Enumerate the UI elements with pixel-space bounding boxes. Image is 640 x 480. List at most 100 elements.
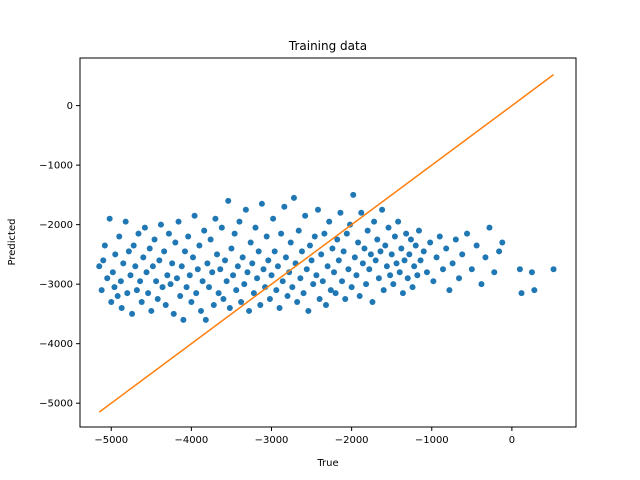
scatter-point — [423, 269, 430, 276]
scatter-point — [260, 266, 267, 273]
scatter-point — [210, 301, 217, 308]
scatter-point — [206, 284, 213, 291]
scatter-point — [118, 304, 125, 311]
y-tick-label: 0 — [67, 101, 73, 112]
scatter-point — [246, 307, 253, 314]
scatter-point — [516, 266, 523, 273]
scatter-point — [318, 251, 325, 258]
scatter-point — [236, 218, 243, 225]
scatter-point — [207, 236, 214, 243]
scatter-point — [149, 263, 156, 270]
scatter-point — [217, 266, 224, 273]
scatter-point — [181, 248, 188, 255]
scatter-point — [306, 242, 313, 249]
scatter-point — [133, 287, 140, 294]
scatter-point — [297, 275, 304, 282]
scatter-point — [271, 248, 278, 255]
scatter-point — [249, 260, 256, 267]
scatter-point — [295, 227, 302, 234]
scatter-point — [478, 281, 485, 288]
scatter-point — [189, 254, 196, 261]
scatter-point — [303, 266, 310, 273]
scatter-point — [140, 254, 147, 261]
scatter-point — [104, 275, 111, 282]
scatter-point — [114, 293, 121, 300]
scatter-point — [379, 206, 386, 213]
scatter-point — [395, 218, 402, 225]
scatter-point — [430, 278, 437, 285]
scatter-point — [326, 218, 333, 225]
scatter-point — [528, 269, 535, 276]
scatter-point — [417, 257, 424, 264]
scatter-point — [270, 215, 277, 222]
scatter-point — [241, 281, 248, 288]
scatter-point — [159, 284, 166, 291]
scatter-point — [361, 245, 368, 252]
scatter-point — [311, 233, 318, 240]
y-tick-label: −5000 — [39, 399, 73, 410]
scatter-point — [420, 248, 427, 255]
scatter-point — [300, 290, 307, 297]
scatter-point — [443, 245, 450, 252]
chart-title: Training data — [288, 39, 367, 53]
scatter-point — [116, 233, 123, 240]
scatter-point — [112, 251, 119, 258]
scatter-point — [433, 254, 440, 261]
scatter-point — [151, 236, 158, 243]
scatter-point — [193, 290, 200, 297]
scatter-point — [153, 278, 160, 285]
x-tick-label: −2000 — [335, 435, 369, 446]
scatter-point — [327, 287, 334, 294]
scatter-point — [404, 275, 411, 282]
scatter-point — [339, 278, 346, 285]
y-tick-label: −3000 — [39, 280, 73, 291]
scatter-point — [223, 278, 230, 285]
scatter-point — [250, 290, 257, 297]
scatter-point — [254, 275, 261, 282]
axes-frame — [79, 57, 577, 428]
scatter-point — [290, 194, 297, 201]
scatter-point — [244, 269, 251, 276]
scatter-point — [148, 307, 155, 314]
scatter-point — [337, 209, 344, 216]
scatter-point — [242, 206, 249, 213]
scatter-point — [209, 269, 216, 276]
plot-area — [96, 74, 557, 413]
scatter-point — [496, 248, 503, 255]
scatter-point — [387, 272, 394, 279]
scatter-point — [401, 257, 408, 264]
scatter-point — [214, 251, 221, 258]
x-tick-label: −1000 — [415, 435, 449, 446]
scatter-point — [122, 218, 129, 225]
scatter-point — [178, 263, 185, 270]
scatter-point — [305, 307, 312, 314]
scatter-point — [137, 278, 144, 285]
scatter-point — [220, 296, 227, 303]
scatter-point — [228, 245, 235, 252]
scatter-point — [173, 275, 180, 282]
scatter-point — [130, 242, 137, 249]
scatter-point — [353, 272, 360, 279]
scatter-point — [439, 266, 446, 273]
scatter-point — [446, 287, 453, 294]
scatter-point — [101, 242, 108, 249]
scatter-point — [324, 263, 331, 270]
scatter-point — [124, 290, 131, 297]
scatter-point — [234, 263, 241, 270]
scatter-point — [468, 266, 475, 273]
scatter-point — [238, 299, 245, 306]
scatter-point — [284, 293, 291, 300]
scatter-point — [127, 272, 134, 279]
scatter-point — [385, 224, 392, 231]
scatter-point — [199, 278, 206, 285]
scatter-point — [125, 248, 132, 255]
scatter-point — [321, 230, 328, 237]
scatter-point — [518, 290, 525, 297]
scatter-point — [335, 257, 342, 264]
scatter-point — [257, 301, 264, 308]
scatter-point — [355, 239, 362, 246]
scatter-point — [120, 260, 127, 267]
scatter-point — [164, 272, 171, 279]
scatter-point — [383, 263, 390, 270]
scatter-point — [143, 269, 150, 276]
